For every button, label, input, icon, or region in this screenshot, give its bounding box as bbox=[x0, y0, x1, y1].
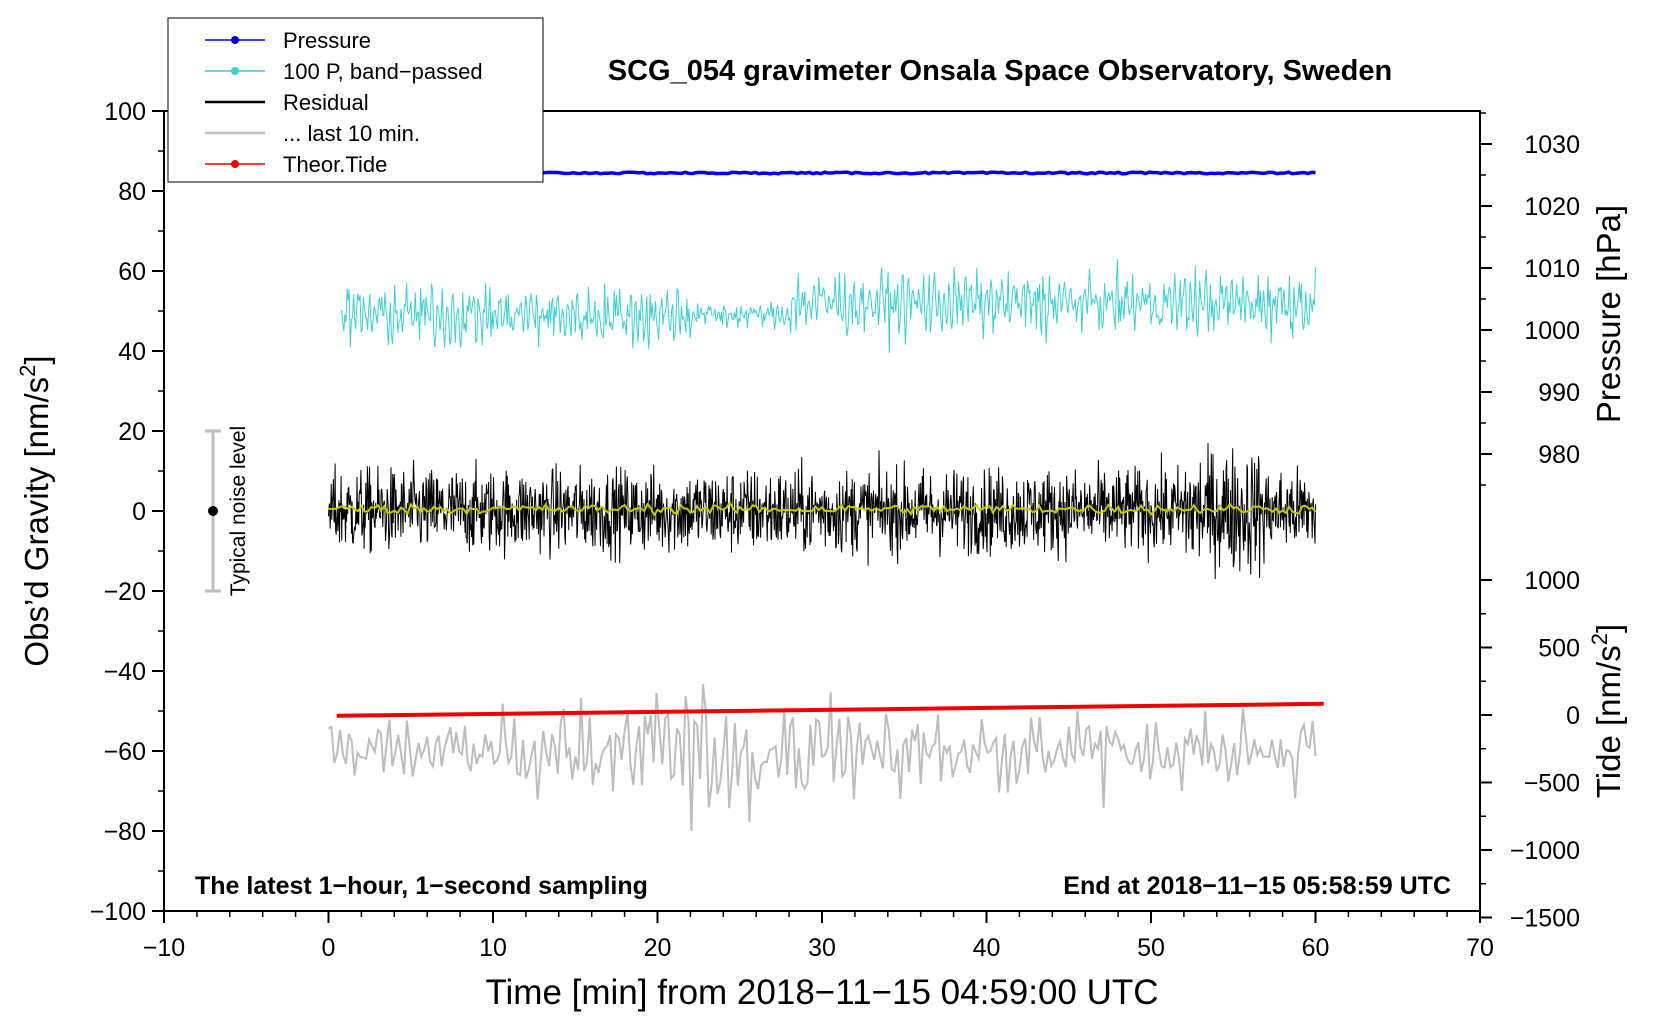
y-tick-label: 100 bbox=[104, 98, 146, 126]
tide-tick-label: −1000 bbox=[1510, 837, 1580, 865]
legend: Pressure 100 P, band−passed Residual ... la… bbox=[167, 17, 544, 183]
pressure-tick-label: 1000 bbox=[1524, 317, 1580, 345]
legend-item: Residual bbox=[205, 90, 369, 115]
legend-marker bbox=[231, 67, 239, 75]
x-tick-label: 0 bbox=[322, 934, 336, 962]
x-tick-label: 70 bbox=[1466, 934, 1494, 962]
legend-item: 100 P, band−passed bbox=[205, 59, 483, 84]
y-tick-label: 40 bbox=[118, 338, 146, 366]
legend-marker bbox=[231, 36, 239, 44]
x-tick-label: 10 bbox=[479, 934, 507, 962]
noise-bar-center-dot bbox=[208, 506, 218, 516]
series-pressure bbox=[542, 170, 1316, 176]
y-tick-label: −40 bbox=[104, 658, 146, 686]
noise-level-label: Typical noise level bbox=[227, 426, 250, 596]
series-residual-smoothed bbox=[328, 500, 1317, 518]
y-tick-label: 80 bbox=[118, 178, 146, 206]
y-tick-label: −100 bbox=[90, 898, 146, 926]
legend-label: Residual bbox=[283, 90, 369, 115]
pressure-tick-label: 980 bbox=[1538, 441, 1580, 469]
tide-tick-label: 1000 bbox=[1524, 567, 1580, 595]
series-residual bbox=[328, 442, 1316, 580]
series-last-10-min bbox=[327, 684, 1317, 832]
chart-title: SCG_054 gravimeter Onsala Space Observat… bbox=[608, 55, 1392, 87]
x-tick-label: 60 bbox=[1302, 934, 1330, 962]
y-tick-label: −20 bbox=[104, 578, 146, 606]
y-tick-label: 60 bbox=[118, 258, 146, 286]
y-tick-label: −60 bbox=[104, 738, 146, 766]
legend-item: Pressure bbox=[205, 28, 371, 53]
series-pressure-bandpassed bbox=[341, 258, 1316, 353]
x-tick-label: −10 bbox=[143, 934, 185, 962]
x-tick-label: 30 bbox=[808, 934, 836, 962]
tide-tick-label: 0 bbox=[1566, 702, 1580, 730]
legend-box bbox=[167, 17, 544, 183]
legend-label: Pressure bbox=[283, 28, 371, 53]
pressure-tick-label: 1030 bbox=[1524, 131, 1580, 159]
annotation-sampling: The latest 1−hour, 1−second sampling bbox=[195, 872, 648, 900]
tide-tick-label: 500 bbox=[1538, 635, 1580, 663]
pressure-tick-label: 990 bbox=[1538, 379, 1580, 407]
y-tick-label: −80 bbox=[104, 818, 146, 846]
y-axis-label-pressure: Pressure [hPa] bbox=[1590, 205, 1627, 423]
x-axis-label: Time [min] from 2018−11−15 04:59:00 UTC bbox=[485, 973, 1158, 1012]
y-axis-label-left: Obs’d Gravity [nm/s2] bbox=[15, 355, 55, 666]
legend-label: ... last 10 min. bbox=[283, 121, 420, 146]
legend-label: 100 P, band−passed bbox=[283, 59, 483, 84]
legend-item: Theor.Tide bbox=[205, 152, 387, 177]
tide-tick-label: −1500 bbox=[1510, 905, 1580, 933]
y-tick-label: 20 bbox=[118, 418, 146, 446]
y-axis-label-tide: Tide [nm/s2] bbox=[1587, 624, 1627, 798]
x-tick-label: 50 bbox=[1137, 934, 1165, 962]
y-tick-label: 0 bbox=[132, 498, 146, 526]
legend-marker bbox=[231, 160, 239, 168]
noise-level-indicator: Typical noise level bbox=[205, 426, 250, 596]
legend-label: Theor.Tide bbox=[283, 152, 387, 177]
pressure-tick-label: 1010 bbox=[1524, 255, 1580, 283]
x-tick-label: 40 bbox=[973, 934, 1001, 962]
series-theor-tide bbox=[336, 701, 1324, 718]
series-layer bbox=[327, 170, 1324, 832]
tide-tick-label: −500 bbox=[1524, 770, 1580, 798]
legend-item: ... last 10 min. bbox=[205, 121, 420, 146]
pressure-tick-label: 1020 bbox=[1524, 193, 1580, 221]
annotation-end-time: End at 2018−11−15 05:58:59 UTC bbox=[1063, 872, 1451, 900]
x-tick-label: 20 bbox=[644, 934, 672, 962]
tick-layer: −10 0 10 20 30 40 50 60 70−100−80−60−40−20020406… bbox=[90, 98, 1580, 962]
